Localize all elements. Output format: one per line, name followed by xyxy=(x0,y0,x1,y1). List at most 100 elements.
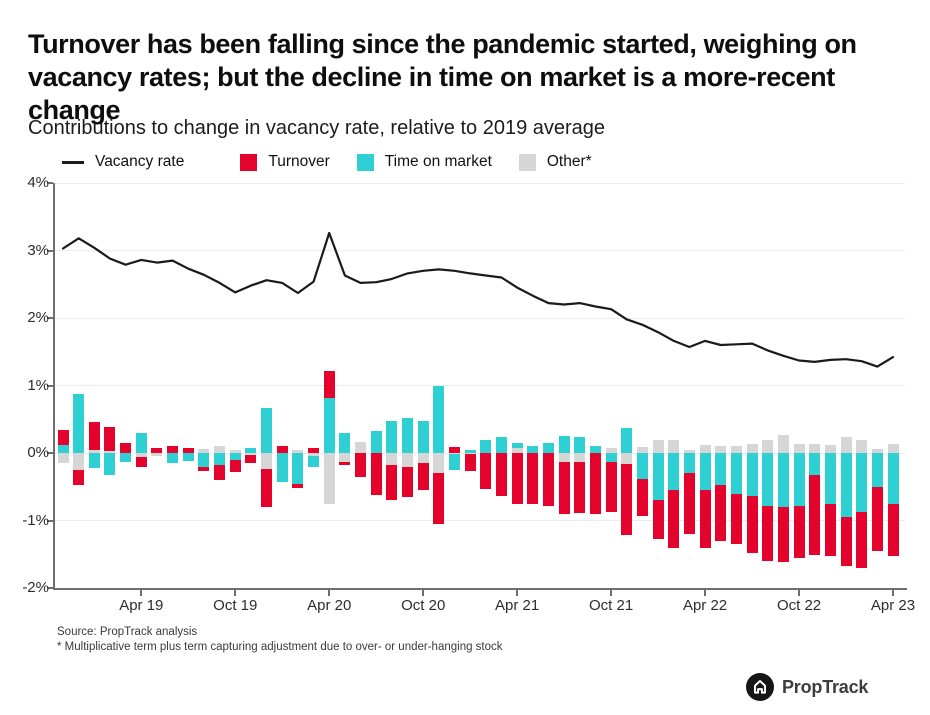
bar-segment-turnover xyxy=(229,459,241,472)
x-axis-label: Oct 19 xyxy=(213,597,258,614)
bar-segment-turnover xyxy=(746,495,758,553)
bar-segment-time-on-market xyxy=(542,442,554,453)
bar-segment-time-on-market xyxy=(856,453,868,512)
bar-segment-other- xyxy=(746,444,758,453)
bar-segment-turnover xyxy=(495,453,507,496)
y-axis-line xyxy=(53,183,55,590)
bar-segment-turnover xyxy=(120,442,132,453)
y-axis-label: -1% xyxy=(22,511,49,529)
bar-segment-turnover xyxy=(292,484,304,489)
x-axis-label: Oct 22 xyxy=(776,597,822,614)
bar-segment-turnover xyxy=(151,448,163,453)
bar-segment-other- xyxy=(683,449,695,453)
bar-segment-time-on-market xyxy=(683,453,695,474)
bar-segment-time-on-market xyxy=(120,453,132,462)
bar-segment-other- xyxy=(464,453,476,455)
bar-segment-time-on-market xyxy=(449,454,460,470)
bar-segment-time-on-market xyxy=(214,453,226,466)
bar-segment-time-on-market xyxy=(495,437,507,453)
y-tick-mark xyxy=(47,384,53,387)
bar-segment-turnover xyxy=(370,453,382,495)
y-tick-mark xyxy=(47,317,53,319)
bar-segment-other- xyxy=(308,453,320,457)
bar-segment-turnover xyxy=(464,454,476,472)
bar-segment-other- xyxy=(104,450,116,453)
bar-segment-turnover xyxy=(511,453,523,504)
bar-segment-other- xyxy=(574,453,586,462)
gridline xyxy=(55,520,905,521)
y-axis-label: 4% xyxy=(27,174,49,191)
bar-segment-other- xyxy=(386,453,398,466)
bar-segment-turnover xyxy=(135,457,147,468)
x-axis-label: Apr 23 xyxy=(870,597,916,614)
logo-text: PropTrack xyxy=(782,676,869,697)
bar-segment-time-on-market xyxy=(589,446,601,453)
bar-segment-time-on-market xyxy=(777,453,789,507)
bar-segment-turnover xyxy=(793,505,805,558)
bar-segment-turnover xyxy=(527,453,539,505)
other-swatch-icon xyxy=(518,153,536,171)
bar-segment-turnover xyxy=(417,463,429,491)
bar-segment-turnover xyxy=(323,370,335,398)
x-tick-mark xyxy=(140,590,143,596)
y-tick-mark xyxy=(47,249,53,252)
bar-segment-turnover xyxy=(339,461,351,466)
bar-segment-time-on-market xyxy=(433,385,445,453)
bar-segment-time-on-market xyxy=(824,453,836,504)
bar-segment-other- xyxy=(323,453,335,504)
bar-segment-other- xyxy=(871,448,883,453)
bar-segment-other- xyxy=(135,453,147,458)
y-axis-label: 0% xyxy=(27,444,49,461)
bar-segment-time-on-market xyxy=(574,437,586,453)
bar-segment-other- xyxy=(339,453,351,462)
gridline xyxy=(55,182,905,184)
x-axis-label: Apr 20 xyxy=(307,597,352,614)
bar-segment-other- xyxy=(402,453,414,467)
bar-segment-turnover xyxy=(699,490,711,548)
bar-segment-time-on-market xyxy=(261,407,273,453)
bar-segment-other- xyxy=(840,437,852,453)
bar-segment-turnover xyxy=(824,503,836,556)
bar-segment-other- xyxy=(715,446,727,453)
bar-segment-time-on-market xyxy=(668,453,680,491)
bar-segment-time-on-market xyxy=(809,453,821,476)
chart-subtitle: Contributions to change in vacancy rate,… xyxy=(28,117,606,139)
bar-segment-turnover xyxy=(840,517,852,566)
bar-segment-turnover xyxy=(887,504,899,556)
bar-segment-turnover xyxy=(73,469,85,485)
bar-segment-time-on-market xyxy=(104,453,116,475)
bar-segment-time-on-market xyxy=(762,453,774,506)
gridline xyxy=(55,317,905,319)
bar-segment-turnover xyxy=(730,493,742,545)
bar-segment-time-on-market xyxy=(198,453,210,467)
bar-segment-other- xyxy=(198,448,210,453)
bar-segment-turnover xyxy=(276,446,288,453)
bar-segment-other- xyxy=(417,453,429,464)
x-axis-label: Apr 22 xyxy=(682,597,728,614)
bar-segment-turnover xyxy=(621,464,633,536)
bar-segment-time-on-market xyxy=(167,453,179,464)
bar-segment-time-on-market xyxy=(511,442,523,449)
bar-segment-time-on-market xyxy=(793,453,805,506)
bar-segment-time-on-market xyxy=(464,449,476,453)
bar-segment-other- xyxy=(730,445,742,453)
bar-segment-turnover xyxy=(777,507,789,563)
bar-segment-time-on-market xyxy=(605,453,617,462)
bar-segment-other- xyxy=(668,440,680,453)
bar-segment-time-on-market xyxy=(292,453,304,485)
bar-segment-turnover xyxy=(856,511,868,568)
bar-segment-turnover xyxy=(683,473,695,534)
bar-segment-turnover xyxy=(57,430,69,445)
x-tick-mark xyxy=(234,590,237,596)
bar-segment-other- xyxy=(621,453,633,465)
bar-segment-time-on-market xyxy=(636,453,648,479)
bar-segment-time-on-market xyxy=(73,393,85,453)
bar-segment-turnover xyxy=(104,426,116,451)
bar-segment-time-on-market xyxy=(135,432,147,453)
source-note: Source: PropTrack analysis xyxy=(57,626,198,638)
vacancy-rate-polyline xyxy=(61,231,895,368)
bar-segment-turnover xyxy=(214,465,226,480)
bar-segment-turnover xyxy=(245,455,257,464)
bar-segment-turnover xyxy=(449,446,460,453)
bar-segment-other- xyxy=(511,448,523,453)
